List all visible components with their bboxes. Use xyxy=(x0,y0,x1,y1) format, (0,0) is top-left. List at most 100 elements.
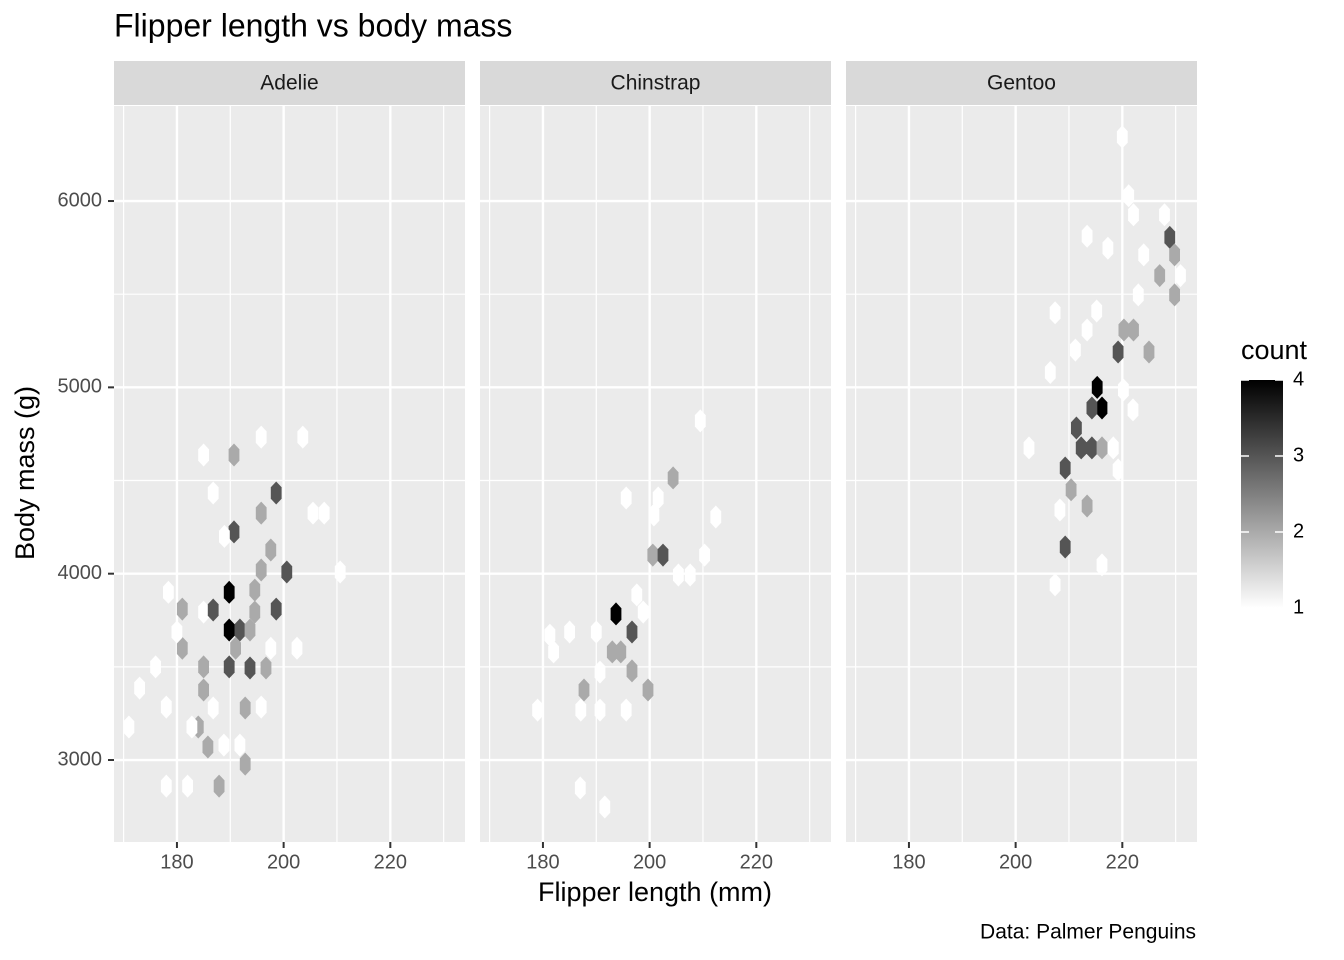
hex xyxy=(239,752,251,776)
hex xyxy=(1096,553,1108,577)
hex xyxy=(1044,361,1056,384)
panel-background xyxy=(114,106,465,842)
y-tick-label: 3000 xyxy=(58,748,103,770)
legend-label: 3 xyxy=(1293,444,1304,466)
hex xyxy=(281,560,293,584)
hex xyxy=(673,563,684,587)
hex xyxy=(255,558,267,582)
hex xyxy=(667,466,679,490)
hex xyxy=(265,636,277,660)
hex xyxy=(610,602,622,626)
x-tick-label: 200 xyxy=(633,851,666,873)
hex xyxy=(1086,436,1098,460)
hex xyxy=(1081,494,1093,518)
hex xyxy=(234,733,246,757)
hex xyxy=(198,600,209,624)
hex xyxy=(548,640,559,664)
hex xyxy=(318,501,330,525)
hex xyxy=(1107,436,1119,460)
hex xyxy=(1169,283,1180,307)
hex xyxy=(186,715,198,739)
hex xyxy=(244,618,256,642)
hex xyxy=(134,676,145,700)
hex xyxy=(1118,318,1130,342)
hex xyxy=(255,501,267,525)
hex xyxy=(198,443,209,467)
hex xyxy=(544,623,556,647)
hex xyxy=(1054,498,1066,522)
hex xyxy=(620,698,632,722)
strip-label: Adelie xyxy=(260,72,318,95)
x-tick-label: 220 xyxy=(1106,851,1139,873)
hex xyxy=(626,620,638,644)
hex xyxy=(1049,573,1061,597)
hex xyxy=(218,733,230,757)
chart-title: Flipper length vs body mass xyxy=(114,7,512,43)
hex xyxy=(244,656,256,680)
y-tick-label: 5000 xyxy=(58,376,103,398)
hex xyxy=(1023,436,1035,460)
hex xyxy=(578,678,590,702)
hex xyxy=(230,636,241,660)
hex xyxy=(160,695,172,719)
hex xyxy=(1116,125,1128,149)
hex xyxy=(631,583,643,607)
hex xyxy=(1059,535,1071,559)
hex xyxy=(564,620,575,644)
hex xyxy=(249,578,261,602)
hex xyxy=(307,501,319,525)
strip-label: Gentoo xyxy=(987,72,1056,95)
strip-background xyxy=(480,61,831,105)
hex xyxy=(1138,243,1150,267)
y-tick-label: 6000 xyxy=(58,189,103,211)
hex xyxy=(1128,203,1139,227)
y-tick-label: 4000 xyxy=(58,562,103,584)
hex xyxy=(699,543,710,567)
strip-background xyxy=(114,61,465,105)
hex xyxy=(150,655,161,679)
hex xyxy=(1102,236,1114,260)
hex xyxy=(270,481,282,505)
hex xyxy=(1128,318,1139,342)
strip-background xyxy=(846,61,1197,105)
hex xyxy=(160,774,172,798)
hex xyxy=(223,655,235,679)
panel-background xyxy=(480,106,831,842)
hex xyxy=(1143,340,1155,364)
hex xyxy=(1127,398,1139,422)
x-tick-label: 180 xyxy=(892,851,925,873)
hex xyxy=(1132,283,1144,307)
hex xyxy=(1118,378,1129,402)
y-axis-title: Body mass (g) xyxy=(10,386,40,560)
hex xyxy=(207,696,219,720)
hex xyxy=(590,620,602,644)
hex xyxy=(1091,299,1103,323)
hex xyxy=(163,580,174,604)
hex xyxy=(694,409,706,433)
hex xyxy=(615,640,627,664)
hex xyxy=(532,698,543,722)
hex xyxy=(1071,416,1082,440)
hex xyxy=(594,698,606,722)
hex xyxy=(684,563,696,587)
hex xyxy=(637,600,649,624)
hex xyxy=(255,425,267,449)
x-axis-title: Flipper length (mm) xyxy=(538,877,772,907)
hex xyxy=(291,636,303,660)
hex xyxy=(1065,478,1077,502)
hex xyxy=(1123,184,1135,208)
hex xyxy=(1169,243,1180,267)
hex xyxy=(1175,264,1186,288)
x-tick-label: 220 xyxy=(374,851,407,873)
hex xyxy=(123,715,135,739)
hex xyxy=(1159,203,1170,227)
hex xyxy=(213,774,225,798)
hex xyxy=(710,505,722,529)
legend-label: 2 xyxy=(1293,520,1304,542)
hex xyxy=(652,486,664,510)
legend-label: 4 xyxy=(1293,368,1304,390)
hex xyxy=(642,678,654,702)
hex xyxy=(198,655,209,679)
hex xyxy=(255,695,267,719)
